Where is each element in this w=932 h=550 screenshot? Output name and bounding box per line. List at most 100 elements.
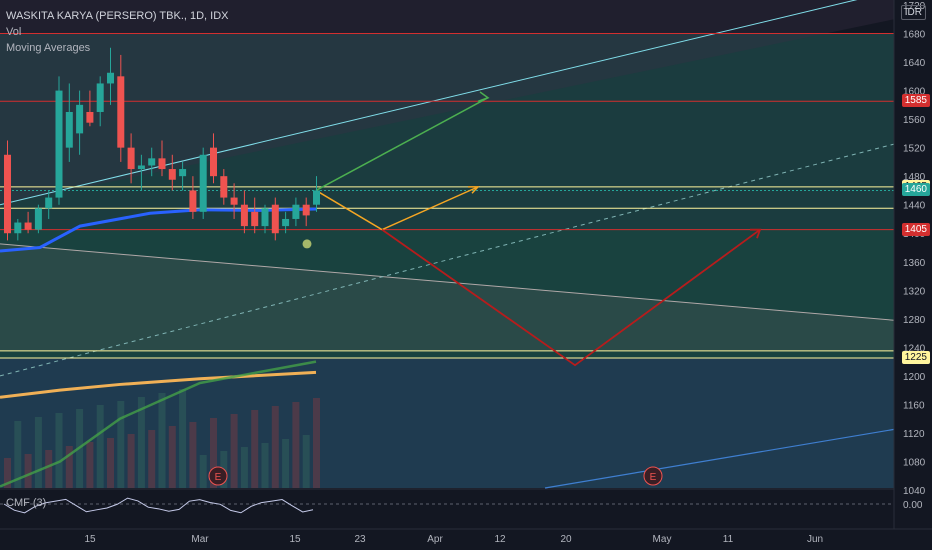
dividend-dot — [302, 239, 312, 249]
price-axis-background — [894, 0, 932, 550]
orange-arrowhead — [468, 186, 480, 194]
ma-green — [0, 360, 317, 488]
volume-bar — [24, 454, 32, 488]
candle-body — [302, 204, 310, 216]
candle-body — [117, 76, 125, 148]
time-tick: Jun — [807, 534, 823, 545]
volume-bar — [65, 446, 73, 488]
volume-bar — [189, 422, 197, 488]
time-tick: 15 — [84, 534, 96, 545]
candle-body — [96, 83, 104, 112]
candle-body — [127, 147, 135, 170]
volume-bar — [168, 426, 176, 488]
price-tick: 1600 — [903, 87, 926, 98]
candlestick-series — [4, 47, 320, 241]
candle-body — [271, 204, 279, 234]
price-tag-1405: 1405 — [901, 222, 930, 236]
volume-bar — [251, 410, 259, 488]
volume-bar — [34, 417, 42, 488]
candle-body — [179, 169, 187, 177]
time-tick: May — [653, 534, 672, 545]
volume-bar — [261, 443, 269, 488]
candle-body — [24, 222, 32, 230]
time-tick: 15 — [289, 534, 301, 545]
price-tag-1585: 1585 — [901, 94, 930, 108]
trend-line — [0, 143, 895, 377]
candle-body — [168, 169, 176, 180]
drawing-tools — [0, 0, 895, 489]
volume-label[interactable]: Vol — [6, 26, 22, 38]
cmf-label[interactable]: CMF (3) — [6, 497, 47, 509]
cmf-line — [3, 497, 314, 514]
price-tick: 1720 — [903, 1, 926, 12]
price-tick: 1040 — [903, 486, 926, 497]
price-tick: 1680 — [903, 30, 926, 41]
channel-fill — [0, 243, 894, 351]
volume-bar — [230, 414, 238, 488]
volume-bar — [240, 447, 248, 488]
volume-bar — [292, 402, 300, 488]
earnings-label: E — [215, 472, 222, 483]
candle-body — [210, 147, 217, 177]
lower-zone — [0, 229, 894, 359]
cmf-pane — [0, 488, 932, 529]
volume-bar — [199, 455, 207, 488]
upper-band-fill — [0, 0, 894, 205]
volume-bar — [137, 397, 145, 488]
volume-bar — [313, 398, 320, 488]
currency-badge[interactable]: IDR — [900, 5, 926, 20]
price-tick: 1240 — [903, 343, 926, 354]
candle-body — [137, 165, 145, 170]
candle-body — [86, 111, 94, 123]
candle-body — [313, 190, 320, 205]
earnings-marker-icon — [643, 466, 663, 486]
volume-bar — [271, 406, 279, 488]
candle-body — [65, 111, 73, 148]
price-tick: 1360 — [903, 258, 926, 269]
chart-legend: WASKITA KARYA (PERSERO) TBK., 1D, IDX Vo… — [6, 8, 229, 56]
candle-body — [158, 158, 166, 170]
candle-body — [189, 190, 197, 212]
price-tick: 1320 — [903, 286, 926, 297]
cmf-background — [0, 489, 894, 529]
trend-line — [0, 243, 895, 321]
price-tick: 1560 — [903, 115, 926, 126]
price-tick: 1080 — [903, 457, 926, 468]
price-tick: 1520 — [903, 144, 926, 155]
volume-bar — [96, 405, 104, 488]
red-projection — [381, 228, 761, 367]
candle-body — [45, 197, 53, 209]
candle-body — [261, 208, 269, 227]
volume-bar — [107, 438, 114, 488]
volume-bar — [127, 434, 135, 488]
price-tick: 1280 — [903, 315, 926, 326]
price-tick: 1160 — [903, 400, 925, 411]
candle-body — [230, 197, 238, 205]
ma-blue — [0, 207, 317, 253]
candle-body — [148, 158, 156, 166]
moving-averages-label[interactable]: Moving Averages — [6, 42, 91, 54]
volume-bar — [14, 421, 22, 488]
volume-bar — [282, 439, 290, 488]
volume-bar — [158, 393, 166, 488]
earnings-label: E — [650, 472, 657, 483]
price-tag-1225: 1225 — [901, 351, 930, 365]
candle-body — [55, 90, 63, 198]
volume-bar — [117, 401, 125, 488]
candle-body — [282, 218, 290, 227]
candle-body — [292, 204, 300, 219]
volume-bar — [55, 413, 63, 488]
volume-bar — [210, 418, 217, 488]
price-tick: 1120 — [903, 429, 925, 440]
upper-zone — [0, 33, 894, 230]
candle-body — [199, 154, 207, 212]
time-tick: 11 — [723, 534, 734, 545]
time-tick: 20 — [560, 534, 572, 545]
candle-body — [251, 211, 259, 227]
symbol-title[interactable]: WASKITA KARYA (PERSERO) TBK., 1D, IDX — [6, 10, 229, 22]
candle-body — [4, 154, 11, 234]
price-tick: 1200 — [903, 372, 926, 383]
cmf-tick: 0.00 — [903, 500, 923, 511]
